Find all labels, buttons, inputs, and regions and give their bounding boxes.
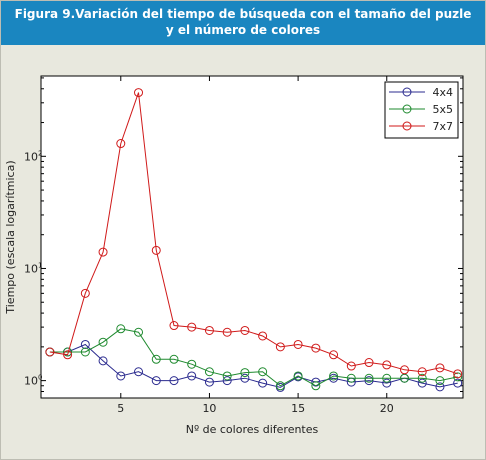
data-point-5x5: [311, 381, 321, 391]
figure-title-line2: y el número de colores: [165, 23, 321, 37]
y-tick-label: 102: [24, 149, 42, 163]
data-point-4x4: [382, 378, 392, 388]
data-point-7x7: [311, 343, 321, 353]
y-tick-label: 101: [24, 261, 42, 275]
legend-label-4x4: 4x4: [432, 86, 453, 99]
data-point-7x7: [187, 322, 197, 332]
data-point-7x7: [453, 369, 463, 379]
legend-label-7x7: 7x7: [432, 120, 453, 133]
data-point-4x4: [453, 378, 463, 388]
data-point-5x5: [240, 368, 250, 378]
data-point-7x7: [169, 321, 179, 331]
data-point-7x7: [417, 367, 427, 377]
data-point-5x5: [293, 371, 303, 381]
data-point-5x5: [258, 367, 268, 377]
legend: 4x4 5x5 7x7: [384, 81, 459, 139]
data-point-4x4: [116, 371, 126, 381]
data-point-4x4: [417, 378, 427, 388]
y-tick-label: 100: [24, 374, 42, 388]
figure-header: Figura 9.Variación del tiempo de búsqued…: [1, 1, 485, 45]
data-point-4x4: [187, 371, 197, 381]
x-tick-label: 5: [117, 402, 124, 415]
legend-marker-5x5: [402, 104, 412, 114]
data-point-7x7: [435, 363, 445, 373]
data-point-5x5: [187, 359, 197, 369]
figure-title-line1: Figura 9.Variación del tiempo de búsqued…: [14, 7, 472, 21]
data-point-4x4: [364, 376, 374, 386]
series-line-7x7: [49, 92, 458, 375]
data-point-7x7: [240, 325, 250, 335]
legend-marker-7x7: [402, 121, 412, 131]
data-point-5x5: [346, 373, 356, 383]
data-point-4x4: [204, 377, 214, 387]
data-point-5x5: [275, 381, 285, 391]
legend-label-5x5: 5x5: [432, 103, 453, 116]
data-point-7x7: [329, 350, 339, 360]
x-tick-label: 20: [380, 402, 394, 415]
data-point-5x5: [169, 354, 179, 364]
data-point-7x7: [63, 350, 73, 360]
data-point-5x5: [435, 376, 445, 386]
data-point-4x4: [98, 356, 108, 366]
data-point-5x5: [151, 354, 161, 364]
data-point-7x7: [116, 139, 126, 149]
data-point-5x5: [382, 373, 392, 383]
data-point-4x4: [258, 378, 268, 388]
data-point-4x4: [169, 376, 179, 386]
data-point-4x4: [240, 373, 250, 383]
data-point-5x5: [417, 373, 427, 383]
x-tick-label: 15: [291, 402, 305, 415]
data-point-7x7: [258, 331, 268, 341]
data-point-7x7: [293, 339, 303, 349]
data-point-7x7: [151, 245, 161, 255]
data-point-7x7: [45, 347, 55, 357]
data-point-7x7: [204, 325, 214, 335]
data-point-4x4: [134, 367, 144, 377]
data-point-5x5: [222, 371, 232, 381]
data-point-7x7: [98, 247, 108, 257]
data-point-7x7: [399, 365, 409, 375]
data-point-7x7: [275, 342, 285, 352]
data-point-5x5: [63, 347, 73, 357]
data-point-7x7: [80, 288, 90, 298]
data-point-5x5: [329, 371, 339, 381]
data-point-7x7: [134, 88, 144, 98]
data-point-7x7: [346, 361, 356, 371]
data-point-5x5: [204, 367, 214, 377]
x-tick-label: 10: [202, 402, 216, 415]
data-point-5x5: [80, 347, 90, 357]
data-point-5x5: [98, 337, 108, 347]
data-point-5x5: [453, 372, 463, 382]
legend-box: [384, 81, 459, 139]
data-point-4x4: [435, 382, 445, 392]
data-point-7x7: [364, 358, 374, 368]
data-point-4x4: [151, 376, 161, 386]
legend-marker-4x4: [402, 87, 412, 97]
data-point-5x5: [116, 324, 126, 334]
y-axis-label: Tiempo (escala logarítmica): [4, 160, 17, 314]
data-point-5x5: [364, 373, 374, 383]
data-point-4x4: [222, 376, 232, 386]
data-point-7x7: [382, 360, 392, 370]
x-axis-label: Nº de colores diferentes: [186, 423, 319, 436]
data-point-7x7: [222, 327, 232, 337]
data-point-5x5: [134, 327, 144, 337]
